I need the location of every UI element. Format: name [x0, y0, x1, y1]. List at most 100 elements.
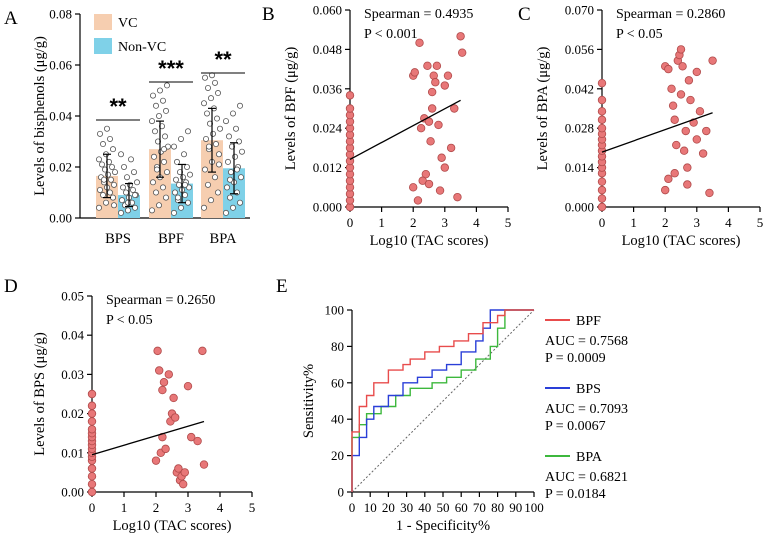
y-tick-label: 0.014: [565, 160, 595, 175]
data-point: [108, 176, 115, 183]
data-point: [450, 104, 459, 113]
data-point: [661, 185, 670, 195]
y-axis-label: Levels of BPS (μg/g): [32, 332, 48, 456]
data-point: [87, 409, 97, 418]
x-tick-label: 10: [364, 500, 377, 515]
y-axis-label: Levels of bisphenols (μg/g): [32, 36, 48, 196]
data-point: [679, 146, 689, 155]
y-axis-label: Levels of BPA (μg/g): [535, 47, 551, 171]
y-tick-label: 20: [331, 448, 344, 463]
panel-label-d: D: [4, 276, 18, 297]
legend-swatch-nonvc: [94, 38, 112, 54]
data-point: [87, 472, 97, 481]
data-point: [421, 169, 431, 179]
y-tick-label: 0.036: [313, 81, 343, 96]
data-point: [237, 174, 244, 181]
data-point: [130, 169, 137, 176]
data-point: [161, 133, 168, 140]
data-point: [211, 79, 218, 86]
y-tick-label: 0.06: [49, 58, 72, 73]
y-tick-label: 0.000: [313, 200, 342, 215]
data-point: [681, 126, 690, 136]
data-point: [413, 196, 423, 205]
data-point: [695, 107, 705, 116]
data-point: [131, 192, 138, 199]
y-tick-label: 0: [338, 485, 345, 500]
x-tick-label: BPF: [158, 231, 184, 247]
data-point: [125, 207, 132, 214]
data-point: [692, 135, 701, 144]
data-point: [121, 163, 128, 170]
data-point: [345, 91, 355, 100]
data-point: [186, 432, 196, 442]
data-point: [670, 115, 679, 124]
data-point: [222, 118, 229, 125]
data-point: [432, 61, 442, 71]
data-point: [212, 141, 219, 148]
data-point: [125, 199, 132, 206]
x-tick-label: 1: [121, 500, 128, 515]
y-tick-label: 0.000: [565, 200, 594, 215]
fit-line: [601, 112, 713, 153]
data-point: [410, 68, 419, 77]
y-tick-label: 0.042: [565, 81, 594, 96]
data-point: [215, 151, 222, 158]
data-point: [173, 158, 180, 165]
data-point: [678, 62, 687, 71]
p-value-annotation: P < 0.05: [106, 313, 153, 328]
x-tick-label: 5: [505, 215, 512, 230]
auc-label-bps: AUC = 0.7093: [545, 402, 628, 417]
data-point: [161, 444, 170, 454]
data-point: [664, 174, 673, 184]
panel-label-b: B: [262, 4, 275, 25]
x-tick-label: 20: [382, 500, 395, 515]
p-value-annotation: P < 0.05: [616, 27, 663, 42]
data-point: [597, 107, 607, 116]
y-tick-label: 0.03: [61, 367, 84, 382]
data-point: [183, 163, 190, 170]
roc-curve-bps: [351, 309, 534, 492]
legend-label-bpf: BPF: [576, 314, 601, 329]
data-point: [434, 120, 443, 130]
data-point: [215, 161, 222, 168]
data-point: [148, 118, 155, 125]
data-point: [670, 169, 679, 178]
data-point: [597, 194, 607, 203]
y-tick-label: 0.08: [49, 7, 72, 22]
y-tick-label: 0.02: [61, 406, 84, 421]
data-point: [179, 174, 186, 181]
data-point: [193, 436, 202, 446]
data-point: [184, 199, 191, 206]
data-point: [431, 78, 440, 87]
data-point: [153, 166, 160, 173]
data-point: [423, 61, 432, 71]
data-point: [87, 401, 97, 410]
data-point: [426, 137, 435, 146]
data-point: [204, 84, 211, 91]
x-tick-label: 1: [630, 215, 637, 230]
data-point: [105, 171, 112, 178]
auc-label-bpa: AUC = 0.6821: [545, 470, 628, 485]
data-point: [231, 153, 238, 160]
data-point: [222, 209, 229, 216]
y-tick-label: 0.04: [61, 328, 84, 343]
data-point: [223, 184, 230, 191]
data-point: [199, 460, 209, 469]
data-point: [131, 204, 138, 211]
legend-label-bps: BPS: [576, 382, 601, 397]
data-point: [164, 370, 173, 379]
x-axis-label: Log10 (TAC scores): [622, 233, 741, 249]
data-point: [698, 149, 708, 158]
x-tick-label: 1: [378, 215, 385, 230]
data-point: [150, 153, 157, 160]
data-point: [158, 385, 167, 395]
bar: [201, 140, 223, 218]
data-point: [97, 186, 104, 193]
data-point: [87, 479, 97, 489]
data-point: [127, 156, 134, 163]
data-point: [97, 130, 104, 137]
data-point: [177, 204, 184, 211]
data-point: [153, 346, 162, 356]
